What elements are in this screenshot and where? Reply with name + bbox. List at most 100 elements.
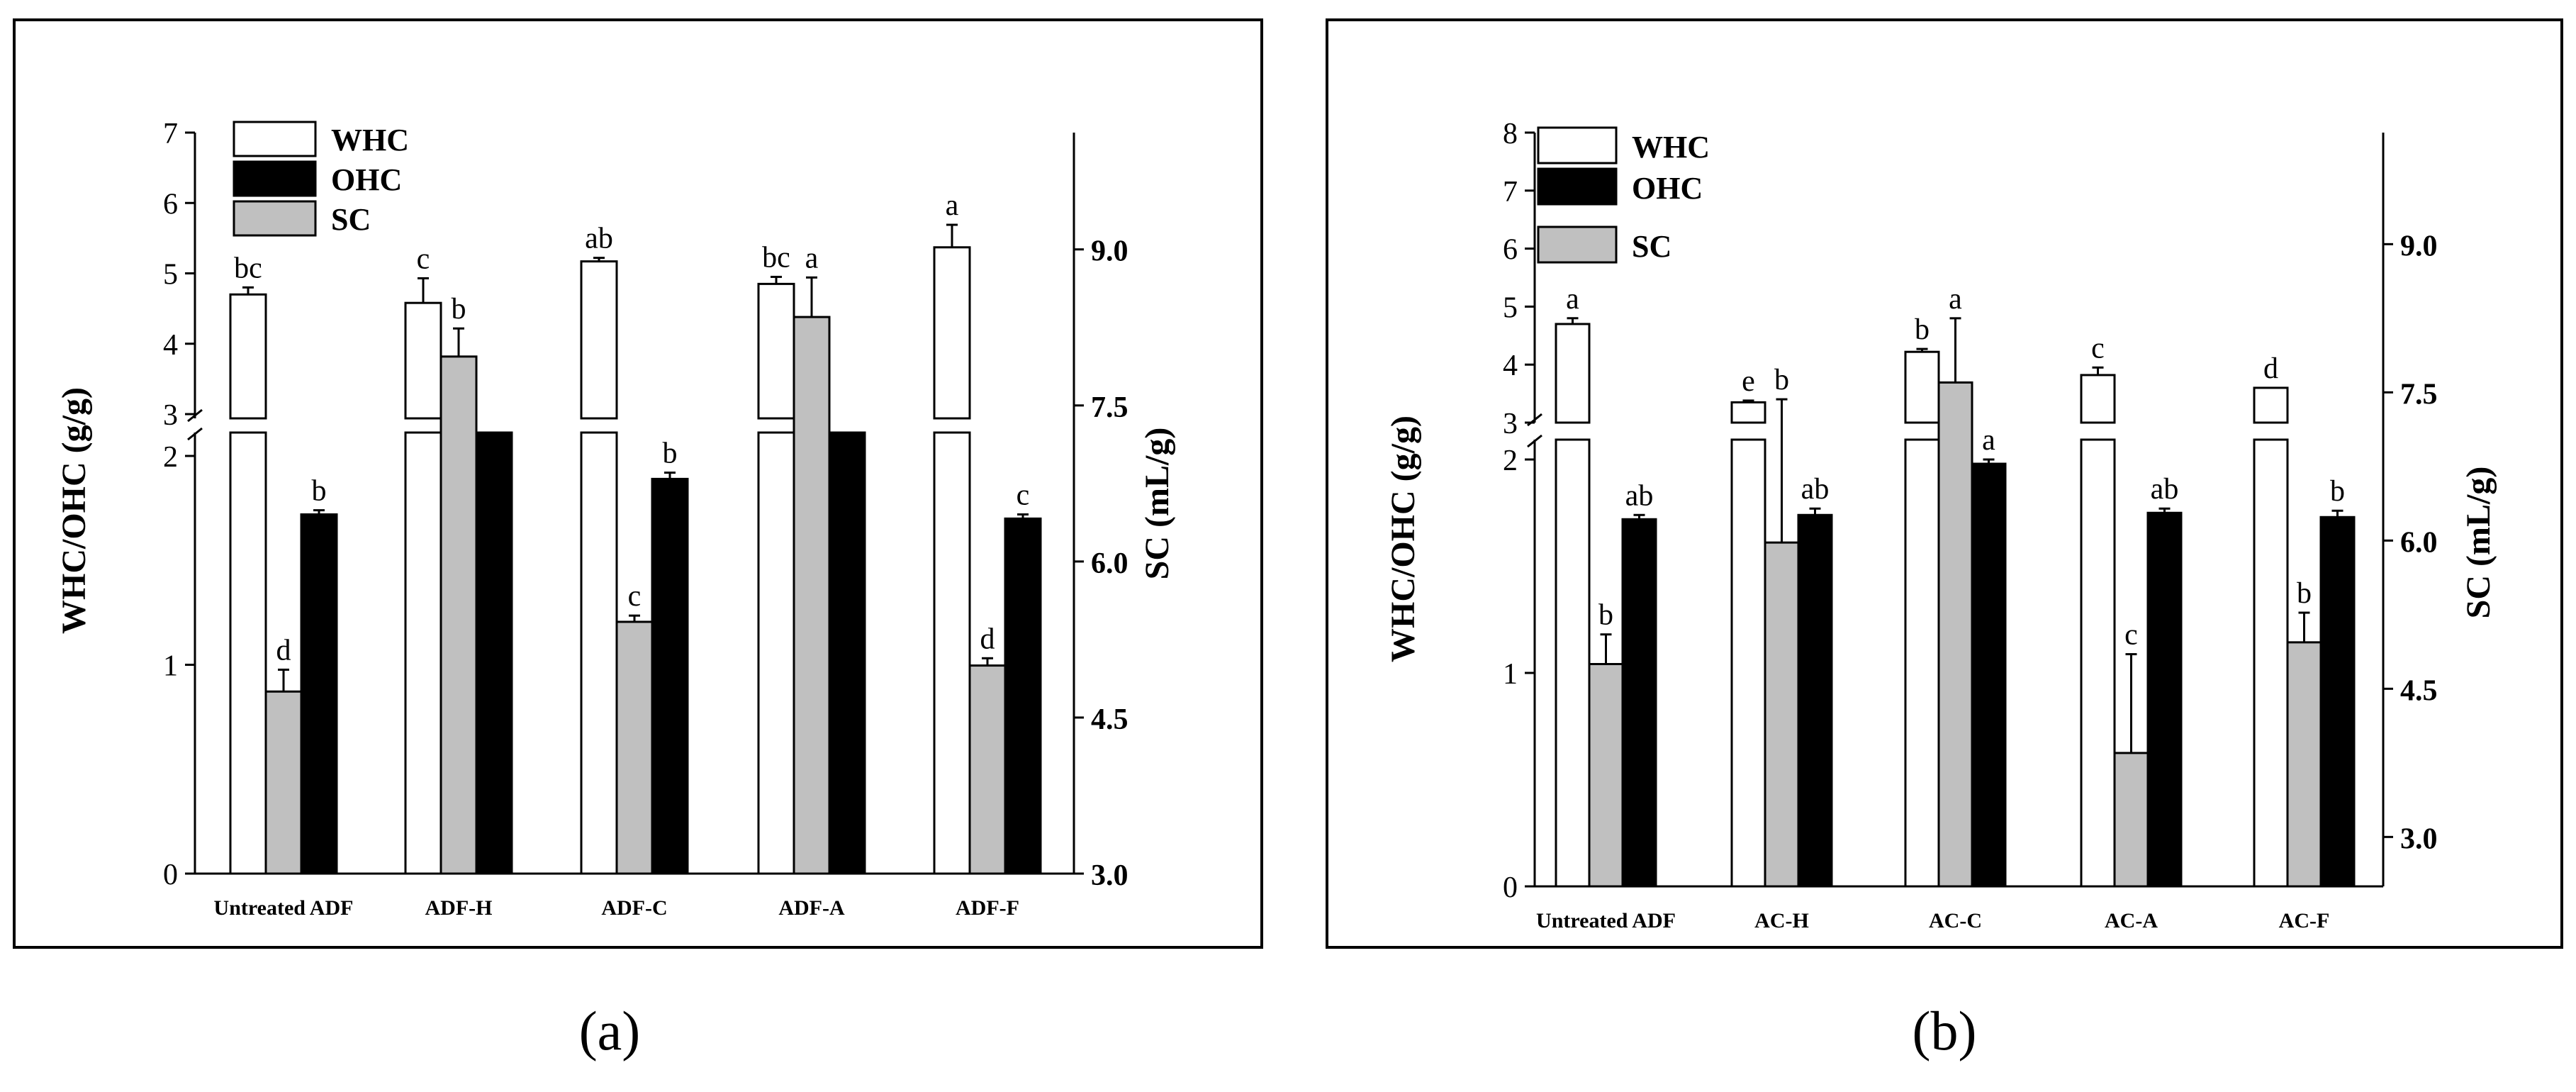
left-tick-label: 8 (1503, 118, 1518, 150)
legend-label: SC (1632, 229, 1671, 264)
legend-swatch-ohc (1537, 167, 1618, 206)
left-tick-label: 3 (163, 399, 178, 432)
significance-letter: c (2091, 332, 2105, 364)
legend-swatch-whc (233, 121, 317, 157)
bar-ohc (1004, 517, 1042, 875)
right-tick-label: 6.0 (1091, 547, 1129, 580)
significance-letter: c (2124, 619, 2138, 652)
significance-letter: b (2297, 577, 2312, 610)
bar-whc (757, 431, 795, 875)
significance-letter: c (417, 243, 430, 275)
x-tick-label: ADF-F (956, 896, 1019, 920)
significance-letter: d (2263, 352, 2278, 385)
bar-sc (2286, 641, 2322, 888)
panel-caption: (a) (579, 1000, 641, 1062)
bar-whc (1904, 438, 1940, 888)
y-axis-title-right: SC (mL/g) (2460, 467, 2497, 619)
significance-letter: a (1949, 283, 1962, 316)
bar-whc (580, 260, 618, 420)
bar-whc (1730, 438, 1766, 888)
bar-sc (2113, 752, 2149, 888)
significance-letter: b (2330, 475, 2345, 508)
bar-ohc (1621, 518, 1657, 888)
significance-letter: a (805, 242, 819, 274)
legend-swatch-sc (233, 200, 317, 237)
x-tick-label: AC-H (1754, 909, 1809, 932)
significance-letter: c (1017, 479, 1030, 511)
axis-break-mark (1527, 434, 1542, 448)
right-tick-label: 9.0 (1091, 235, 1129, 268)
bar-whc (757, 282, 795, 420)
significance-letter: d (276, 634, 291, 667)
bar-whc (1904, 350, 1940, 424)
bar-ohc (2146, 511, 2183, 888)
significance-letter: a (841, 420, 854, 453)
x-tick-label: AC-F (2279, 909, 2330, 932)
left-tick-label: 6 (163, 188, 178, 221)
left-tick-label: 4 (163, 329, 178, 362)
x-tick-label: AC-C (1929, 909, 1982, 932)
left-tick-label: 1 (1503, 658, 1518, 691)
significance-letter: bc (234, 252, 262, 284)
bar-whc (1555, 438, 1591, 888)
significance-letter: ab (2151, 473, 2179, 506)
significance-letter: a (946, 189, 959, 222)
x-tick-label: ADF-A (778, 896, 845, 920)
bar-whc (2080, 438, 2116, 888)
significance-letter: b (663, 438, 678, 470)
left-tick-label: 4 (1503, 350, 1518, 382)
bar-ohc (651, 477, 689, 875)
right-tick-label: 4.5 (1091, 703, 1129, 736)
bar-whc (229, 293, 267, 420)
left-tick-label: 0 (163, 859, 178, 891)
bar-ohc (475, 431, 513, 875)
significance-letter: a (1566, 283, 1579, 316)
axis-break-mark (187, 427, 203, 441)
bar-whc (404, 431, 442, 875)
bar-ohc (1971, 462, 2007, 888)
legend-label: WHC (1632, 130, 1710, 165)
left-tick-label: 2 (163, 441, 178, 474)
legend-label: OHC (1632, 171, 1703, 206)
left-tick-label: 0 (1503, 871, 1518, 904)
y-axis-title-left: WHC/OHC (g/g) (1384, 416, 1422, 662)
left-tick-label: 5 (163, 259, 178, 291)
bar-whc (2253, 438, 2289, 888)
right-tick-label: 7.5 (1091, 391, 1129, 424)
right-tick-label: 3.0 (2400, 823, 2438, 855)
legend-swatch-whc (1537, 126, 1618, 165)
x-tick-label: ADF-C (601, 896, 667, 920)
x-tick-label: Untreated ADF (1536, 909, 1676, 932)
bar-sc (793, 316, 831, 875)
bar-sc (1764, 541, 1800, 888)
bar-sc (439, 355, 478, 875)
significance-letter: b (452, 293, 466, 325)
significance-letter: bc (762, 241, 790, 274)
left-tick-label: 3 (1503, 408, 1518, 440)
right-tick-label: 4.5 (2400, 674, 2438, 707)
bar-whc (933, 431, 971, 875)
bar-ohc (828, 431, 866, 875)
bar-whc (229, 431, 267, 875)
panel-frame (13, 18, 1263, 949)
significance-letter: e (1742, 365, 1755, 398)
x-tick-label: Untreated ADF (214, 896, 354, 920)
bar-ohc (300, 513, 338, 875)
left-tick-label: 7 (163, 118, 178, 150)
significance-letter: b (1598, 599, 1613, 632)
significance-letter: a (488, 420, 501, 453)
left-tick-label: 6 (1503, 234, 1518, 267)
bar-whc (404, 301, 442, 420)
significance-letter: ab (1801, 473, 1830, 506)
left-tick-label: 1 (163, 650, 178, 683)
bar-whc (933, 246, 971, 420)
bar-whc (2080, 374, 2116, 424)
right-tick-label: 9.0 (2400, 230, 2438, 262)
significance-letter: c (628, 580, 642, 613)
significance-letter: ab (585, 223, 613, 255)
left-tick-label: 2 (1503, 445, 1518, 477)
significance-letter: b (312, 475, 327, 508)
left-tick-label: 5 (1503, 291, 1518, 324)
significance-letter: d (980, 623, 995, 655)
